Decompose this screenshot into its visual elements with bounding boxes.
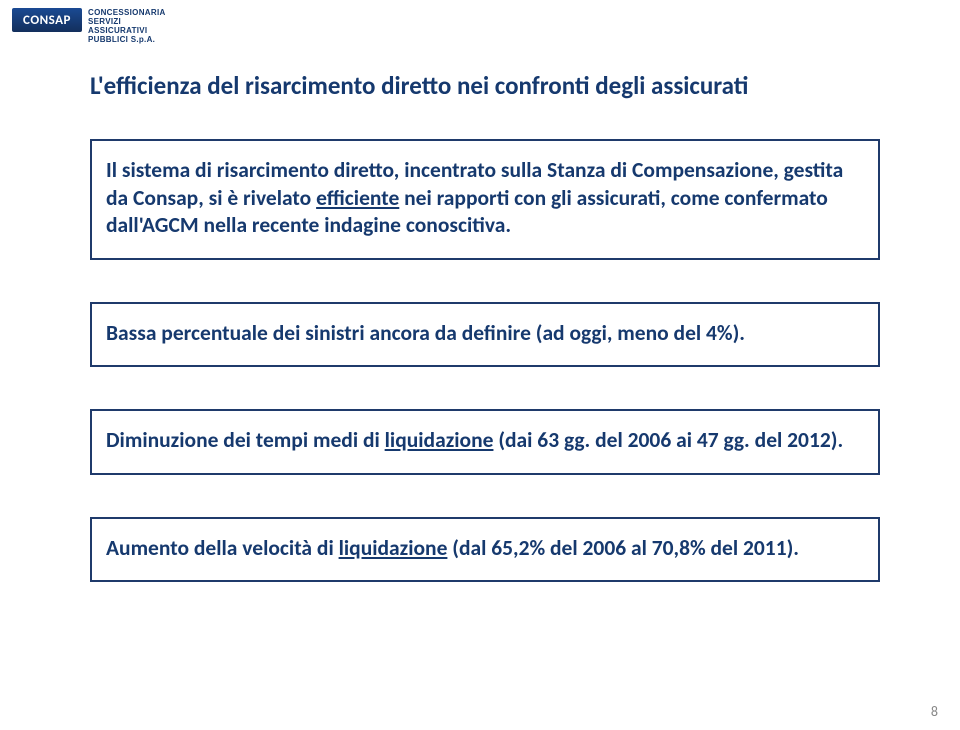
underlined-text: efficiente [316, 185, 399, 211]
logo-line: PUBBLICI S.p.A. [88, 35, 166, 44]
slide-page: CONSAP CONCESSIONARIA SERVIZI ASSICURATI… [0, 0, 960, 730]
underlined-text: liquidazione [339, 535, 448, 561]
content-area: L'efficienza del risarcimento diretto ne… [90, 70, 880, 624]
logo-line: SERVIZI [88, 17, 166, 26]
page-number: 8 [931, 703, 938, 720]
logo-subtext: CONCESSIONARIA SERVIZI ASSICURATIVI PUBB… [88, 8, 166, 44]
info-box-2: Bassa percentuale dei sinistri ancora da… [90, 302, 880, 368]
info-box-1: Il sistema di risarcimento diretto, ince… [90, 139, 880, 260]
box-text: Diminuzione dei tempi medi di liquidazio… [106, 427, 864, 455]
box-text: Bassa percentuale dei sinistri ancora da… [106, 320, 864, 348]
text-span: (dal 65,2% del 2006 al 70,8% del 2011). [447, 535, 799, 561]
logo-line: CONCESSIONARIA [88, 8, 166, 17]
text-span: Diminuzione dei tempi medi di [106, 427, 385, 453]
box-text: Aumento della velocità di liquidazione (… [106, 535, 864, 563]
page-title: L'efficienza del risarcimento diretto ne… [90, 70, 880, 101]
text-span: (dai 63 gg. del 2006 ai 47 gg. del 2012)… [493, 427, 843, 453]
logo-mark: CONSAP [12, 8, 82, 32]
info-box-4: Aumento della velocità di liquidazione (… [90, 517, 880, 583]
underlined-text: liquidazione [385, 427, 494, 453]
box-text: Il sistema di risarcimento diretto, ince… [106, 157, 864, 240]
text-span: Aumento della velocità di [106, 535, 339, 561]
info-box-3: Diminuzione dei tempi medi di liquidazio… [90, 409, 880, 475]
logo: CONSAP CONCESSIONARIA SERVIZI ASSICURATI… [12, 8, 166, 44]
logo-line: ASSICURATIVI [88, 26, 166, 35]
